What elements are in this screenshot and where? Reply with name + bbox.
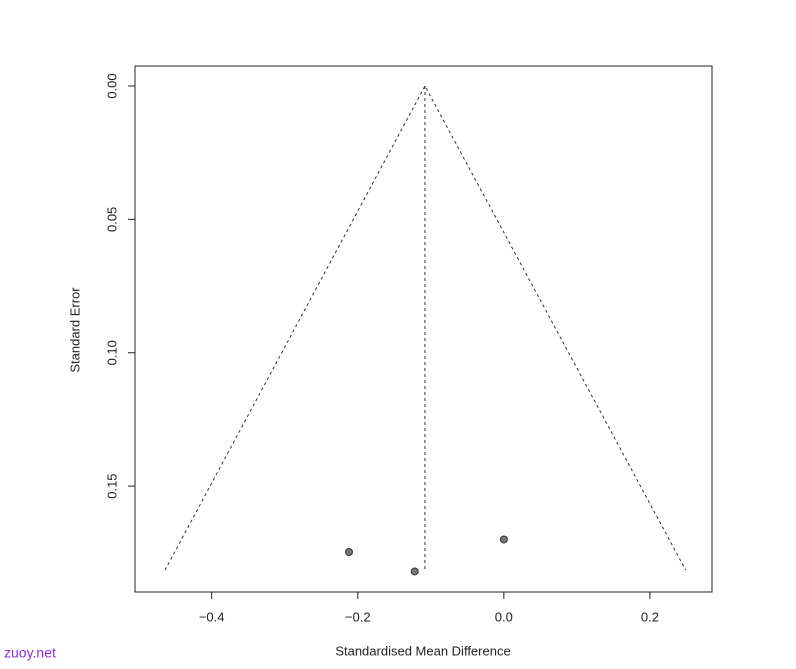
watermark: zuoy.net	[4, 645, 56, 661]
x-tick-label: −0.4	[199, 609, 225, 624]
point	[345, 547, 354, 556]
y-tick-label: 0.05	[104, 207, 119, 232]
x-tick-label: 0.0	[495, 609, 513, 624]
point	[410, 567, 419, 576]
point	[499, 535, 508, 544]
y-tick-label: 0.00	[104, 73, 119, 98]
x-tick-label: 0.2	[641, 609, 659, 624]
plot-frame	[134, 65, 713, 593]
y-axis-label: Standard Error	[67, 287, 82, 373]
x-tick-label: −0.2	[345, 609, 371, 624]
x-axis-label: Standardised Mean Difference	[335, 643, 510, 658]
y-tick-label: 0.15	[104, 473, 119, 498]
y-tick-label: 0.10	[104, 340, 119, 365]
